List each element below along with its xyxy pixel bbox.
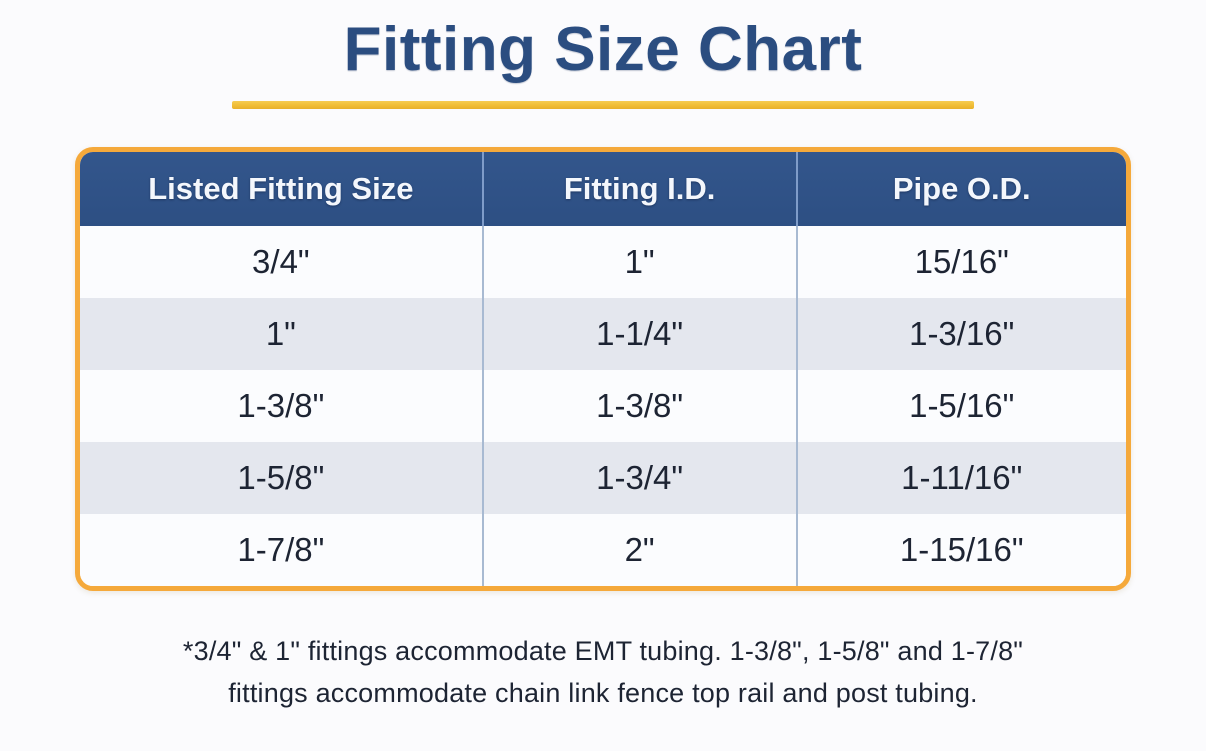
cell-fitting-id: 2": [481, 514, 797, 586]
page-title: Fitting Size Chart: [343, 15, 863, 84]
table-body: 3/4" 1" 15/16" 1" 1-1/4" 1-3/16" 1-3/8" …: [80, 226, 1126, 586]
table-row: 1-3/8" 1-3/8" 1-5/16": [80, 370, 1126, 442]
cell-fitting-id: 1": [481, 226, 797, 298]
cell-listed-size: 1-7/8": [80, 514, 483, 586]
table-row: 3/4" 1" 15/16": [80, 226, 1126, 298]
cell-fitting-id: 1-3/8": [481, 370, 797, 442]
cell-pipe-od: 15/16": [795, 226, 1126, 298]
column-header-fitting-id: Fitting I.D.: [481, 152, 797, 226]
cell-pipe-od: 1-15/16": [795, 514, 1126, 586]
cell-listed-size: 3/4": [80, 226, 483, 298]
table-header: Listed Fitting Size Fitting I.D. Pipe O.…: [80, 152, 1126, 226]
cell-pipe-od: 1-3/16": [795, 298, 1126, 370]
table-row: 1-7/8" 2" 1-15/16": [80, 514, 1126, 586]
cell-fitting-id: 1-1/4": [481, 298, 797, 370]
table-row: 1" 1-1/4" 1-3/16": [80, 298, 1126, 370]
cell-listed-size: 1": [80, 298, 483, 370]
footnote-line-2: fittings accommodate chain link fence to…: [228, 677, 978, 708]
cell-listed-size: 1-3/8": [80, 370, 483, 442]
footnote-line-1: *3/4" & 1" fittings accommodate EMT tubi…: [182, 636, 1024, 666]
title-underline-divider: [232, 101, 974, 109]
fitting-size-chart-page: Fitting Size Chart Listed Fitting Size F…: [0, 14, 1206, 751]
fitting-size-table: Listed Fitting Size Fitting I.D. Pipe O.…: [80, 152, 1126, 586]
cell-listed-size: 1-5/8": [80, 442, 483, 514]
cell-pipe-od: 1-5/16": [795, 370, 1126, 442]
header-row: Listed Fitting Size Fitting I.D. Pipe O.…: [80, 152, 1126, 226]
cell-fitting-id: 1-3/4": [481, 442, 797, 514]
cell-pipe-od: 1-11/16": [795, 442, 1126, 514]
column-header-pipe-od: Pipe O.D.: [795, 152, 1126, 226]
fitting-size-table-container: Listed Fitting Size Fitting I.D. Pipe O.…: [75, 147, 1131, 591]
column-header-listed-fitting-size: Listed Fitting Size: [80, 152, 483, 226]
table-row: 1-5/8" 1-3/4" 1-11/16": [80, 442, 1126, 514]
footnote: *3/4" & 1" fittings accommodate EMT tubi…: [0, 631, 1206, 715]
